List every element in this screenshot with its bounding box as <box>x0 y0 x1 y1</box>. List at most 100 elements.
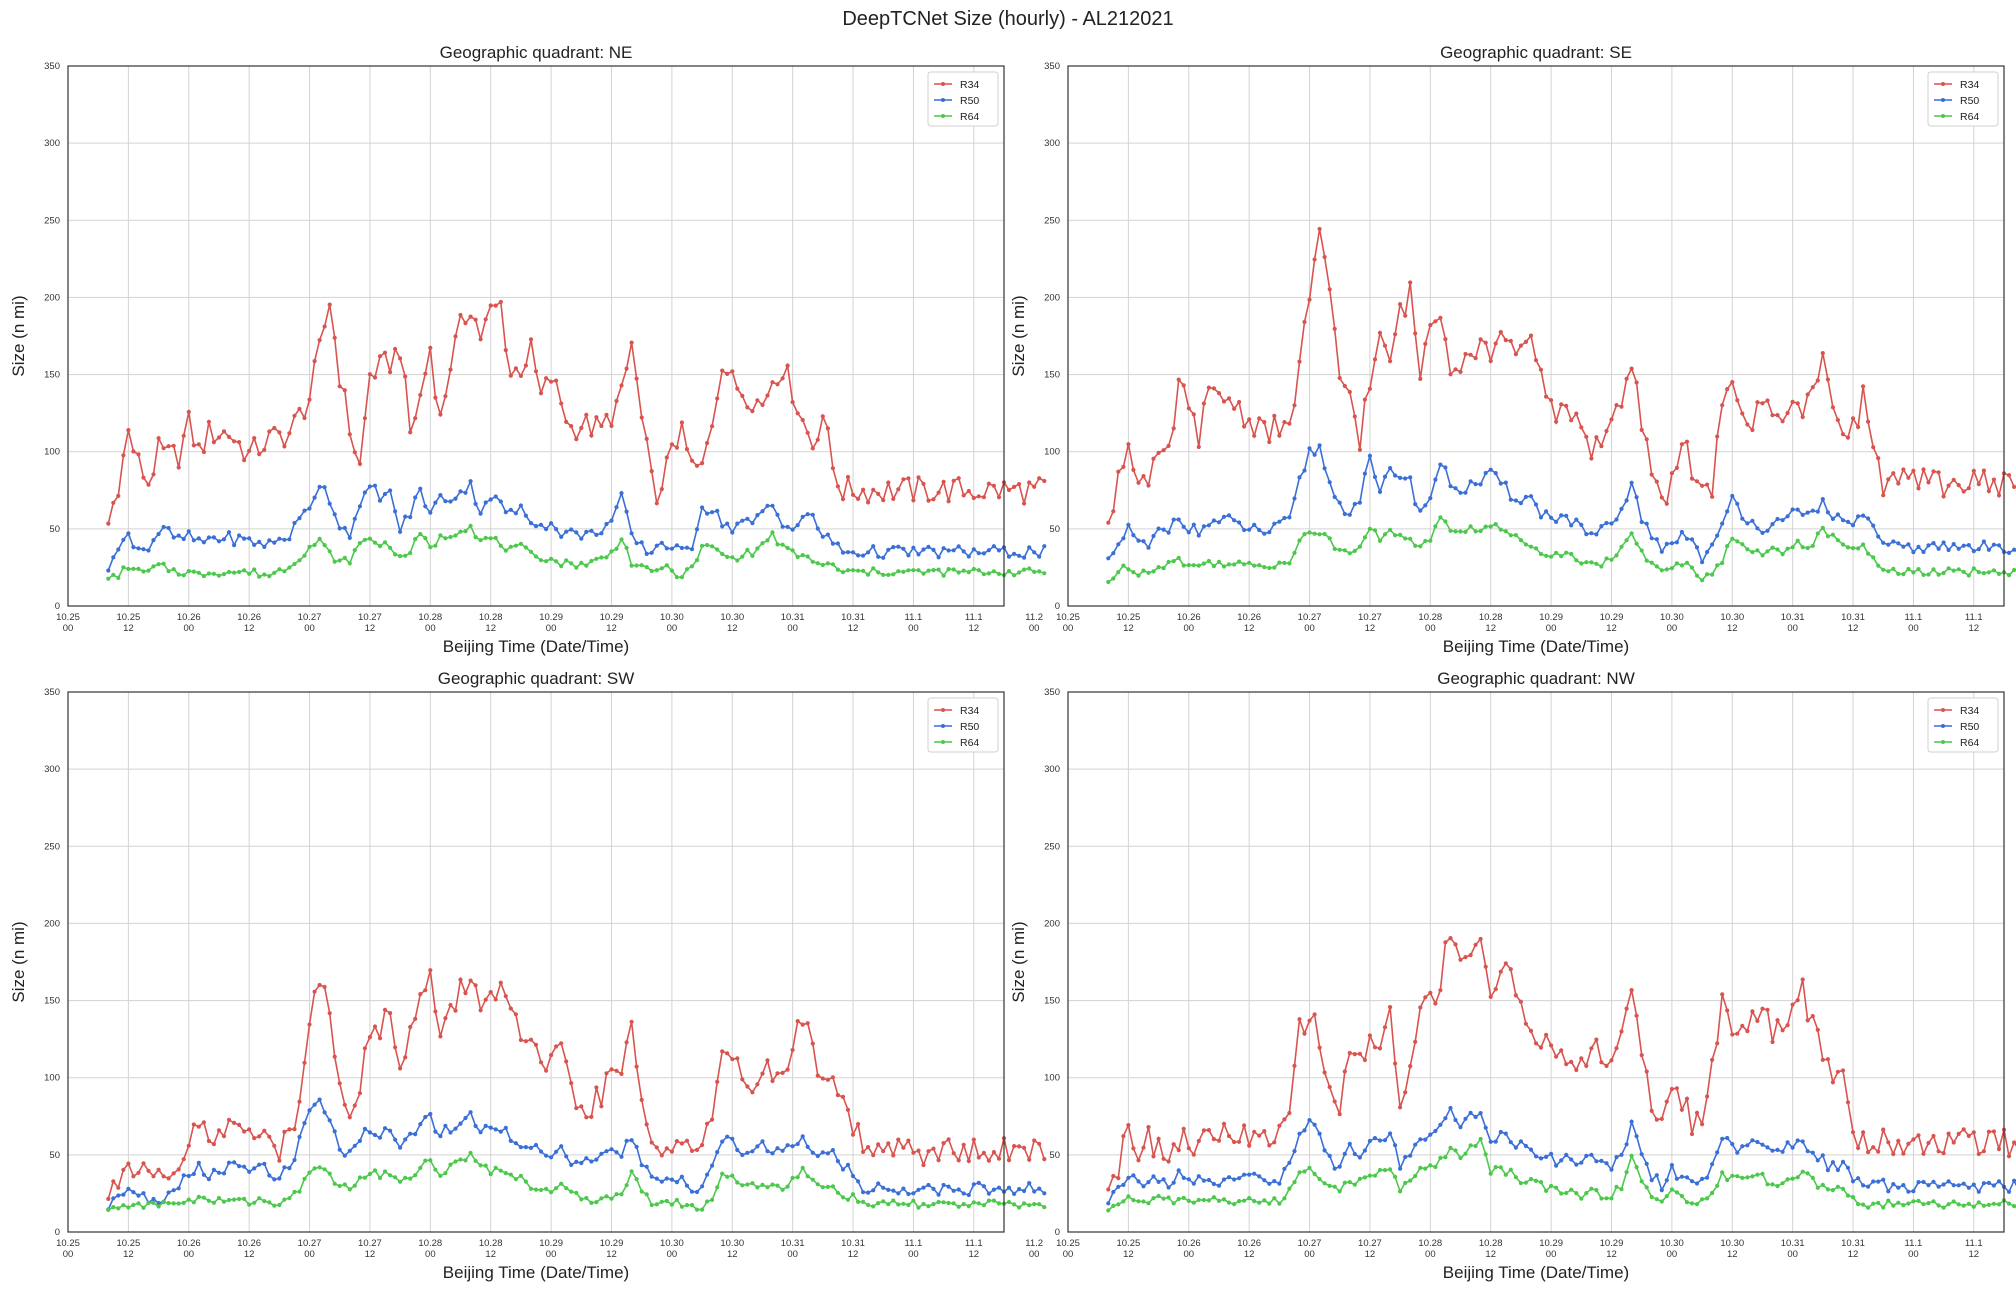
data-point-r64 <box>322 543 327 548</box>
data-point-r34 <box>936 1158 941 1163</box>
data-point-r34 <box>1549 398 1554 403</box>
data-point-r50 <box>1528 1147 1534 1152</box>
data-point-r34 <box>1242 1123 1247 1128</box>
data-point-r50 <box>1770 1148 1775 1153</box>
data-point-r64 <box>715 547 720 552</box>
data-point-r64 <box>1795 538 1800 543</box>
data-point-r50 <box>679 545 685 551</box>
data-point-r50 <box>609 1147 614 1152</box>
data-point-r34 <box>861 1149 866 1154</box>
data-point-r34 <box>1639 1053 1644 1058</box>
data-point-r34 <box>1111 1173 1116 1179</box>
data-point-r34 <box>221 1134 227 1139</box>
data-point-r64 <box>624 1183 629 1188</box>
data-point-r34 <box>483 317 488 322</box>
data-point-r64 <box>201 574 206 579</box>
data-point-r34 <box>1362 1057 1367 1063</box>
series-markers-r50 <box>1106 443 2016 565</box>
data-point-r50 <box>1911 1189 1916 1194</box>
data-point-r64 <box>1126 1194 1131 1199</box>
data-point-r64 <box>297 1189 302 1194</box>
data-point-r50 <box>1146 545 1151 550</box>
data-point-r50 <box>1861 513 1866 518</box>
data-point-r50 <box>423 504 428 509</box>
data-point-r34 <box>327 302 332 307</box>
data-point-r50 <box>644 1164 649 1169</box>
data-point-r34 <box>664 1146 669 1151</box>
data-point-r64 <box>1408 536 1413 541</box>
y-tick-label: 50 <box>1049 1150 1060 1161</box>
data-point-r64 <box>1327 536 1332 541</box>
x-axis-label: Beijing Time (Date/Time) <box>443 1263 629 1282</box>
data-point-r50 <box>1569 523 1574 528</box>
data-point-r34 <box>1226 1133 1232 1139</box>
data-point-r34 <box>1372 357 1378 362</box>
x-tick-label: 10.27 00 <box>298 1238 322 1260</box>
data-point-r64 <box>639 1189 644 1194</box>
data-point-r50 <box>674 1180 680 1185</box>
data-point-r64 <box>367 1171 372 1177</box>
data-point-r50 <box>1498 481 1503 486</box>
data-point-r34 <box>473 983 478 988</box>
data-point-r50 <box>1830 516 1835 522</box>
data-point-r34 <box>297 406 302 411</box>
data-point-r34 <box>398 1066 403 1071</box>
data-point-r50 <box>508 1138 513 1143</box>
data-point-r34 <box>689 1148 695 1153</box>
data-point-r64 <box>1921 572 1926 578</box>
y-axis-label: Size (n mi) <box>1009 921 1028 1002</box>
data-point-r34 <box>121 1167 126 1172</box>
data-point-r64 <box>1649 560 1654 565</box>
data-point-r50 <box>166 1190 171 1195</box>
data-point-r34 <box>372 375 378 380</box>
data-point-r64 <box>1981 1203 1986 1208</box>
data-point-r34 <box>594 1085 599 1090</box>
data-point-r50 <box>473 501 478 506</box>
data-point-r64 <box>1745 1175 1750 1180</box>
data-point-r50 <box>805 1144 810 1149</box>
data-point-r50 <box>221 1171 227 1176</box>
data-point-r34 <box>1745 1029 1750 1034</box>
data-point-r34 <box>981 1150 987 1155</box>
data-point-r34 <box>1116 1176 1121 1181</box>
x-tick-label: 10.30 12 <box>1720 1238 1744 1260</box>
data-point-r50 <box>1745 1143 1750 1148</box>
data-point-r34 <box>634 1064 639 1069</box>
data-point-r50 <box>1428 496 1433 501</box>
data-point-r34 <box>196 1124 201 1129</box>
data-point-r64 <box>1926 572 1931 577</box>
data-point-r34 <box>996 495 1002 500</box>
data-point-r34 <box>689 458 695 463</box>
data-point-r64 <box>1810 1175 1815 1180</box>
data-point-r64 <box>549 1190 554 1195</box>
data-point-r50 <box>1574 1162 1579 1167</box>
data-point-r50 <box>1357 500 1362 505</box>
data-point-r64 <box>1111 1203 1116 1208</box>
data-point-r34 <box>891 496 896 501</box>
data-point-r34 <box>659 487 664 492</box>
data-point-r50 <box>1237 1176 1242 1181</box>
data-point-r34 <box>292 413 297 418</box>
x-tick-label: 10.30 12 <box>1720 612 1744 634</box>
data-point-r50 <box>322 1110 327 1115</box>
data-point-r50 <box>337 1147 342 1152</box>
data-point-r64 <box>1372 1173 1378 1178</box>
data-point-r34 <box>1453 942 1458 947</box>
data-point-r64 <box>327 549 332 554</box>
data-point-r64 <box>1473 1143 1478 1149</box>
data-point-r50 <box>911 1191 916 1196</box>
data-point-r64 <box>1292 1180 1297 1185</box>
data-point-r64 <box>478 1163 483 1168</box>
data-point-r64 <box>624 545 629 551</box>
data-point-r64 <box>1141 568 1146 573</box>
data-point-r34 <box>1649 1108 1654 1113</box>
data-point-r34 <box>503 348 508 353</box>
data-point-r64 <box>1237 1199 1242 1204</box>
data-point-r50 <box>1307 446 1312 451</box>
data-point-r64 <box>221 572 227 577</box>
data-point-r64 <box>1287 1186 1292 1191</box>
data-point-r64 <box>1221 1197 1227 1202</box>
data-point-r64 <box>604 1194 609 1199</box>
x-tick-label: 10.25 00 <box>56 1238 80 1260</box>
data-point-r64 <box>664 563 669 568</box>
